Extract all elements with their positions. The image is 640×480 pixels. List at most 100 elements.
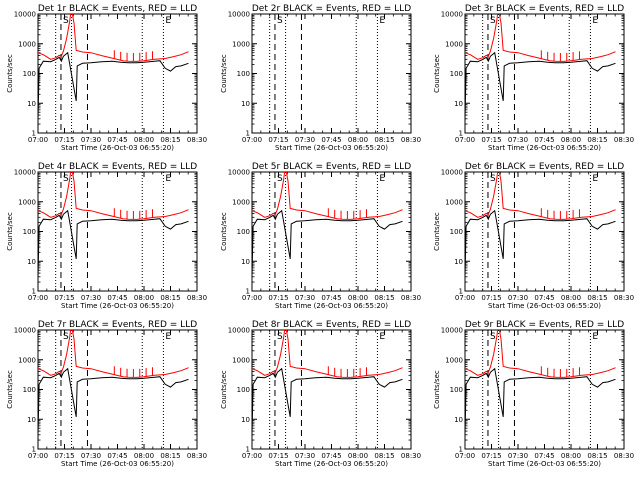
y-tick-label: 1 — [246, 130, 250, 138]
panel-title: Det 6r BLACK = Events, RED = LLD — [465, 162, 624, 172]
y-tick-label: 1 — [32, 288, 36, 296]
events-series-line — [465, 367, 616, 435]
x-tick-label: 08:30 — [401, 294, 421, 302]
x-tick-label: 08:30 — [187, 294, 207, 302]
panel-det-3r: Det 3r BLACK = Events, RED = LLD 1 10 100 10… — [433, 4, 634, 152]
panel-det-2r: Det 2r BLACK = Events, RED = LLD 1 10 100 10… — [220, 4, 421, 152]
start-marker-label: S — [63, 174, 69, 184]
y-tick-label: 10000 — [441, 11, 463, 19]
x-tick-label: 08:15 — [160, 136, 180, 144]
y-tick-label: 100 — [237, 228, 250, 236]
start-marker-label: S — [490, 332, 496, 342]
y-tick-label: 1000 — [232, 356, 250, 364]
y-tick-label: 10000 — [14, 327, 36, 335]
plot-frame — [37, 171, 198, 292]
x-tick-label: 08:00 — [561, 294, 581, 302]
y-tick-label: 1000 — [445, 356, 463, 364]
x-tick-label: 07:45 — [534, 294, 554, 302]
end-marker-label: E — [379, 332, 385, 342]
y-axis-label: Counts/sec — [6, 370, 14, 409]
x-tick-label: 08:00 — [561, 452, 581, 460]
y-tick-label: 100 — [237, 70, 250, 78]
end-marker-label: E — [592, 16, 598, 26]
end-marker-label: E — [379, 174, 385, 184]
x-tick-label: 07:45 — [107, 294, 127, 302]
panel-det-1r: Det 1r BLACK = Events, RED = LLD 1 10 100 10… — [6, 4, 207, 152]
y-tick-label: 1 — [459, 446, 463, 454]
y-axis-label: Counts/sec — [220, 370, 228, 409]
plot-frame — [464, 329, 625, 450]
start-marker-label: S — [277, 332, 283, 342]
x-axis-label: Start Time (26-Oct-03 06:55:20) — [61, 144, 174, 152]
x-tick-label: 08:00 — [134, 294, 154, 302]
y-tick-label: 1000 — [232, 40, 250, 48]
y-tick-label: 10000 — [441, 327, 463, 335]
x-tick-label: 07:45 — [107, 136, 127, 144]
x-tick-label: 07:15 — [268, 452, 288, 460]
x-axis-label: Start Time (26-Oct-03 06:55:20) — [275, 302, 388, 310]
y-axis-label: Counts/sec — [220, 212, 228, 251]
y-axis-label: Counts/sec — [433, 212, 441, 251]
y-tick-label: 100 — [450, 228, 463, 236]
y-tick-label: 100 — [450, 70, 463, 78]
start-marker-label: S — [63, 16, 69, 26]
panel-det-6r: Det 6r BLACK = Events, RED = LLD 1 10 100 10… — [433, 162, 634, 310]
y-tick-label: 10000 — [14, 169, 36, 177]
x-axis-label: Start Time (26-Oct-03 06:55:20) — [488, 460, 601, 468]
x-tick-label: 07:30 — [81, 136, 101, 144]
x-tick-label: 08:00 — [348, 136, 368, 144]
y-tick-label: 10 — [241, 258, 250, 266]
panel-title: Det 1r BLACK = Events, RED = LLD — [38, 4, 197, 14]
x-tick-label: 07:45 — [534, 136, 554, 144]
x-tick-label: 07:30 — [295, 294, 315, 302]
y-tick-label: 1000 — [445, 198, 463, 206]
events-series-line — [465, 209, 616, 277]
end-marker-label: E — [592, 174, 598, 184]
start-marker-label: S — [277, 16, 283, 26]
x-tick-label: 08:30 — [187, 136, 207, 144]
events-series-line — [38, 51, 189, 119]
x-tick-label: 08:00 — [348, 294, 368, 302]
x-tick-label: 07:15 — [481, 294, 501, 302]
events-series-line — [252, 209, 403, 277]
x-tick-label: 07:15 — [54, 136, 74, 144]
y-axis-label: Counts/sec — [433, 54, 441, 93]
plot-frame — [251, 171, 412, 292]
x-tick-label: 08:15 — [587, 294, 607, 302]
panel-title: Det 3r BLACK = Events, RED = LLD — [465, 4, 624, 14]
panel-title: Det 2r BLACK = Events, RED = LLD — [252, 4, 411, 14]
x-tick-label: 07:00 — [28, 136, 48, 144]
panel-title: Det 7r BLACK = Events, RED = LLD — [38, 320, 197, 330]
y-tick-label: 100 — [237, 386, 250, 394]
x-tick-label: 08:30 — [614, 452, 634, 460]
x-tick-label: 08:30 — [401, 452, 421, 460]
x-tick-label: 08:30 — [187, 452, 207, 460]
x-tick-label: 08:15 — [374, 452, 394, 460]
x-tick-label: 08:30 — [614, 294, 634, 302]
x-tick-label: 08:00 — [561, 136, 581, 144]
plot-frame — [251, 13, 412, 134]
y-tick-label: 10 — [454, 258, 463, 266]
x-axis-label: Start Time (26-Oct-03 06:55:20) — [61, 460, 174, 468]
plot-frame — [251, 329, 412, 450]
y-tick-label: 10000 — [14, 11, 36, 19]
y-tick-label: 10 — [241, 100, 250, 108]
x-tick-label: 07:00 — [455, 294, 475, 302]
y-tick-label: 10 — [241, 416, 250, 424]
events-series-line — [252, 367, 403, 435]
x-tick-label: 07:30 — [81, 294, 101, 302]
y-tick-label: 1 — [459, 130, 463, 138]
panel-det-5r: Det 5r BLACK = Events, RED = LLD 1 10 100 10… — [220, 162, 421, 310]
y-tick-label: 1000 — [445, 40, 463, 48]
x-tick-label: 07:15 — [481, 136, 501, 144]
x-tick-label: 07:15 — [54, 452, 74, 460]
panel-title: Det 4r BLACK = Events, RED = LLD — [38, 162, 197, 172]
x-tick-label: 07:15 — [268, 136, 288, 144]
plot-frame — [464, 13, 625, 134]
y-axis-label: Counts/sec — [220, 54, 228, 93]
x-tick-label: 07:45 — [107, 452, 127, 460]
x-tick-label: 07:30 — [508, 452, 528, 460]
end-marker-label: E — [165, 332, 171, 342]
x-tick-label: 08:00 — [134, 452, 154, 460]
